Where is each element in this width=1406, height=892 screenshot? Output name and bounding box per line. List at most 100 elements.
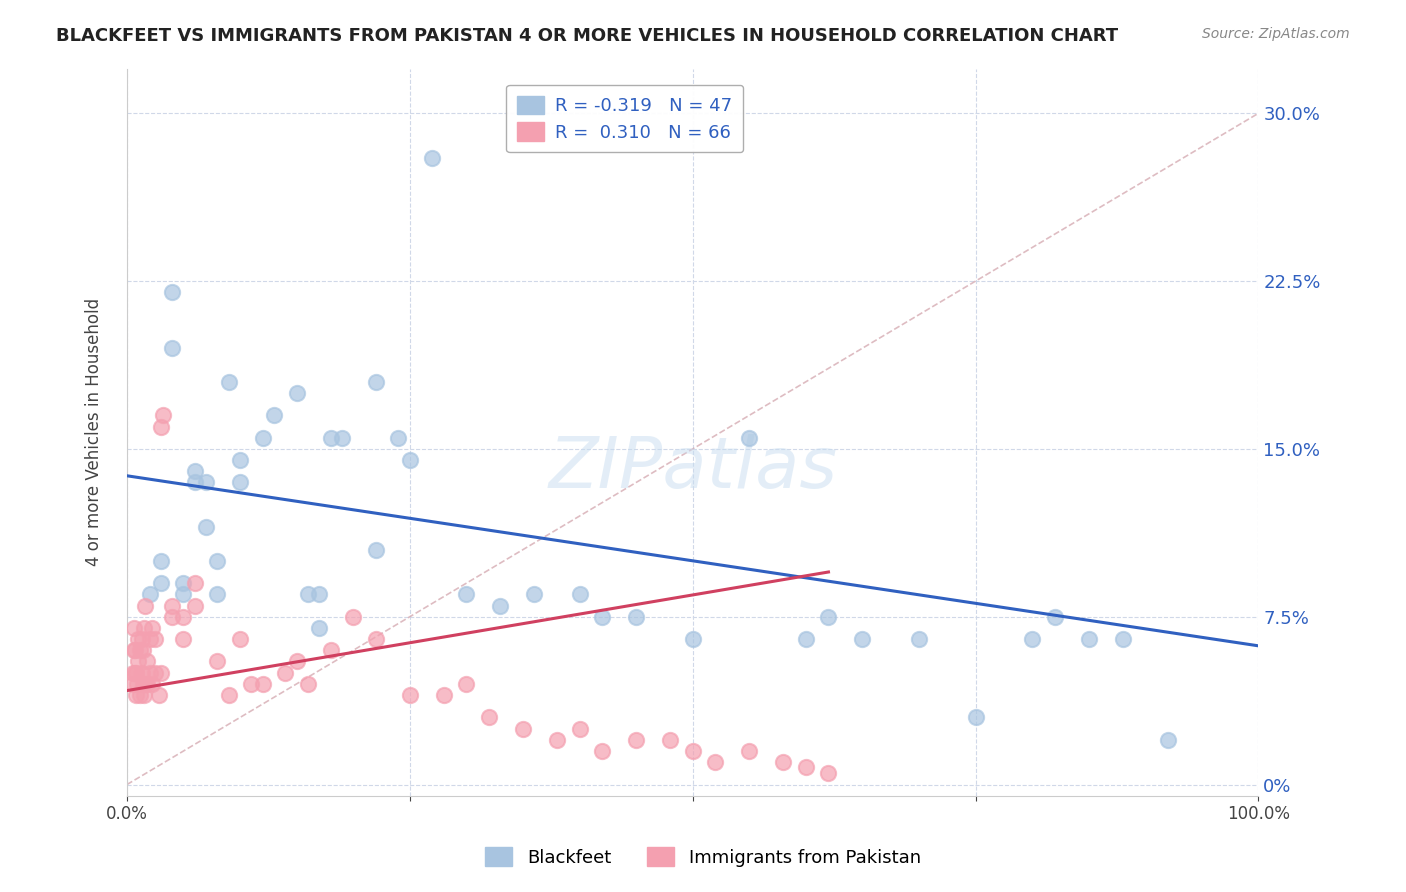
Point — [127, 655, 149, 669]
Point — [851, 632, 873, 647]
Point — [141, 621, 163, 635]
Point — [1157, 732, 1180, 747]
Y-axis label: 4 or more Vehicles in Household: 4 or more Vehicles in Household — [86, 298, 103, 566]
Point — [308, 621, 330, 635]
Point — [143, 665, 166, 680]
Point — [263, 409, 285, 423]
Point — [704, 755, 727, 769]
Point — [121, 677, 143, 691]
Point — [330, 431, 353, 445]
Point — [143, 632, 166, 647]
Point — [125, 688, 148, 702]
Point — [297, 587, 319, 601]
Point — [738, 744, 761, 758]
Point — [489, 599, 512, 613]
Point — [523, 587, 546, 601]
Point — [149, 419, 172, 434]
Point — [218, 375, 240, 389]
Point — [1021, 632, 1043, 647]
Point — [132, 688, 155, 702]
Text: BLACKFEET VS IMMIGRANTS FROM PAKISTAN 4 OR MORE VEHICLES IN HOUSEHOLD CORRELATIO: BLACKFEET VS IMMIGRANTS FROM PAKISTAN 4 … — [56, 27, 1118, 45]
Point — [398, 453, 420, 467]
Point — [364, 375, 387, 389]
Point — [148, 688, 170, 702]
Point — [456, 677, 478, 691]
Point — [817, 766, 839, 780]
Point — [184, 464, 207, 478]
Point — [591, 609, 613, 624]
Point — [456, 587, 478, 601]
Point — [122, 643, 145, 657]
Point — [285, 655, 308, 669]
Point — [136, 677, 159, 691]
Point — [129, 688, 152, 702]
Point — [512, 722, 534, 736]
Point — [160, 609, 183, 624]
Point — [125, 665, 148, 680]
Point — [141, 677, 163, 691]
Point — [252, 431, 274, 445]
Point — [229, 632, 252, 647]
Point — [134, 599, 156, 613]
Point — [131, 632, 153, 647]
Text: Source: ZipAtlas.com: Source: ZipAtlas.com — [1202, 27, 1350, 41]
Point — [160, 285, 183, 300]
Point — [568, 587, 591, 601]
Point — [738, 431, 761, 445]
Point — [207, 554, 229, 568]
Point — [908, 632, 931, 647]
Point — [342, 609, 364, 624]
Text: ZIPatlas: ZIPatlas — [548, 434, 837, 503]
Point — [124, 643, 146, 657]
Point — [568, 722, 591, 736]
Point — [160, 599, 183, 613]
Point — [173, 576, 195, 591]
Point — [134, 677, 156, 691]
Point — [308, 587, 330, 601]
Point — [1043, 609, 1066, 624]
Point — [138, 587, 160, 601]
Point — [229, 475, 252, 490]
Point — [195, 475, 218, 490]
Point — [132, 643, 155, 657]
Point — [160, 341, 183, 355]
Point — [772, 755, 794, 769]
Point — [173, 587, 195, 601]
Point — [817, 609, 839, 624]
Point — [138, 665, 160, 680]
Point — [1077, 632, 1099, 647]
Point — [184, 599, 207, 613]
Point — [195, 520, 218, 534]
Point — [121, 665, 143, 680]
Point — [127, 677, 149, 691]
Point — [132, 621, 155, 635]
Point — [184, 576, 207, 591]
Point — [546, 732, 568, 747]
Point — [794, 632, 817, 647]
Point — [124, 665, 146, 680]
Point — [229, 453, 252, 467]
Point — [659, 732, 682, 747]
Point — [398, 688, 420, 702]
Point — [433, 688, 456, 702]
Point — [149, 576, 172, 591]
Point — [127, 632, 149, 647]
Point — [297, 677, 319, 691]
Point — [131, 665, 153, 680]
Point — [136, 655, 159, 669]
Point — [218, 688, 240, 702]
Point — [624, 732, 647, 747]
Point — [682, 632, 704, 647]
Point — [138, 632, 160, 647]
Point — [240, 677, 263, 691]
Point — [387, 431, 409, 445]
Point — [591, 744, 613, 758]
Point — [478, 710, 501, 724]
Point — [129, 643, 152, 657]
Point — [252, 677, 274, 691]
Point — [624, 609, 647, 624]
Point — [173, 609, 195, 624]
Point — [285, 386, 308, 401]
Point — [364, 542, 387, 557]
Point — [122, 621, 145, 635]
